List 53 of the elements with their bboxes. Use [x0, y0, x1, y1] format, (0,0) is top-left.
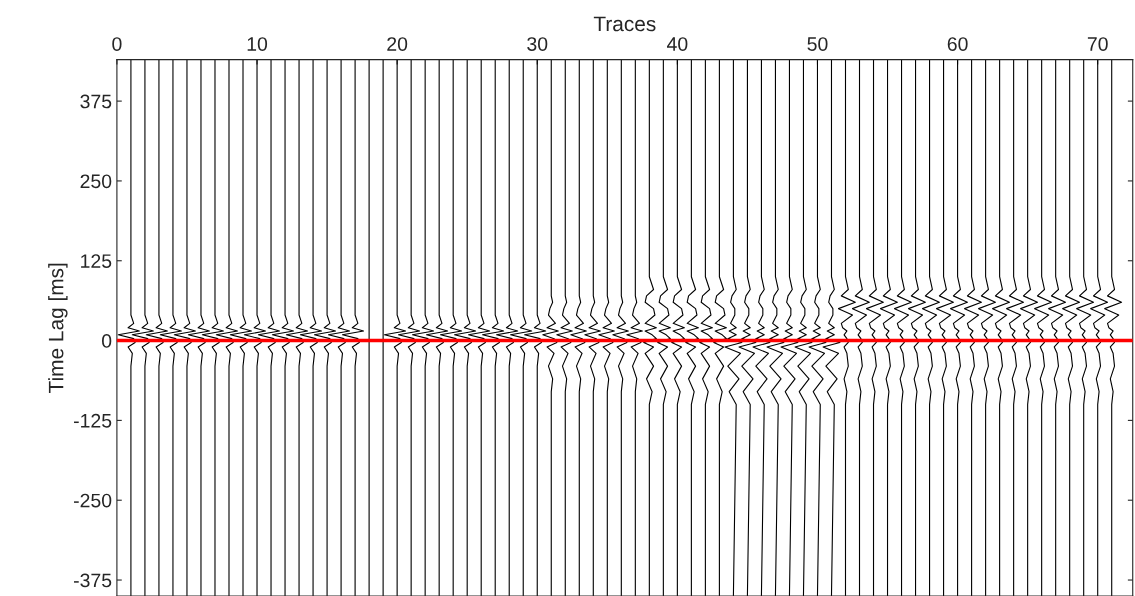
line-series [808, 59, 827, 596]
y-tick-label: -375 [73, 573, 112, 588]
line-series [837, 59, 856, 596]
line-series [598, 59, 615, 596]
line-series [1076, 59, 1095, 596]
line-series [879, 59, 898, 596]
line-series [1090, 59, 1109, 596]
line-series [1006, 59, 1024, 596]
line-series [1048, 59, 1067, 596]
line-series [822, 59, 841, 596]
line-series [766, 59, 785, 596]
y-tick-label: 250 [80, 174, 112, 189]
x-tick-label: 50 [807, 37, 828, 51]
line-series [794, 59, 813, 596]
x-tick-label: 70 [1087, 37, 1108, 51]
y-tick-label: -125 [73, 413, 112, 428]
line-series [671, 59, 685, 596]
line-series [1062, 59, 1081, 596]
line-series [893, 59, 912, 596]
line-series [1020, 59, 1039, 596]
line-series [570, 59, 587, 596]
x-tick-label: 20 [387, 37, 408, 51]
line-series [936, 59, 954, 596]
line-series [1104, 59, 1123, 596]
line-series [907, 59, 926, 596]
line-series [978, 59, 996, 596]
line-series [556, 59, 573, 596]
line-series [657, 59, 671, 596]
line-series [851, 59, 870, 596]
line-series [992, 59, 1010, 596]
line-series [964, 59, 982, 596]
line-series [699, 59, 713, 596]
y-tick-label: 375 [80, 94, 112, 109]
line-series [950, 59, 968, 596]
line-series [865, 59, 884, 596]
line-series [1034, 59, 1053, 596]
y-tick-label: 125 [81, 254, 112, 268]
x-tick-label: 0 [112, 37, 122, 51]
line-series [738, 59, 757, 596]
line-series [584, 59, 601, 596]
x-tick-label: 30 [527, 37, 548, 51]
x-tick-label: 60 [947, 37, 968, 51]
x-tick-label: 40 [666, 37, 688, 51]
line-series [685, 59, 699, 596]
line-series [612, 59, 629, 596]
y-axis-title: Time Lag [ms] [48, 263, 68, 393]
line-series [780, 59, 799, 596]
x-tick-label: 10 [247, 37, 268, 51]
x-axis-title: Traces [593, 16, 656, 32]
y-tick-label: -250 [73, 493, 112, 508]
y-tick-label: 0 [101, 334, 112, 348]
line-series [922, 59, 940, 596]
line-series [752, 59, 771, 596]
